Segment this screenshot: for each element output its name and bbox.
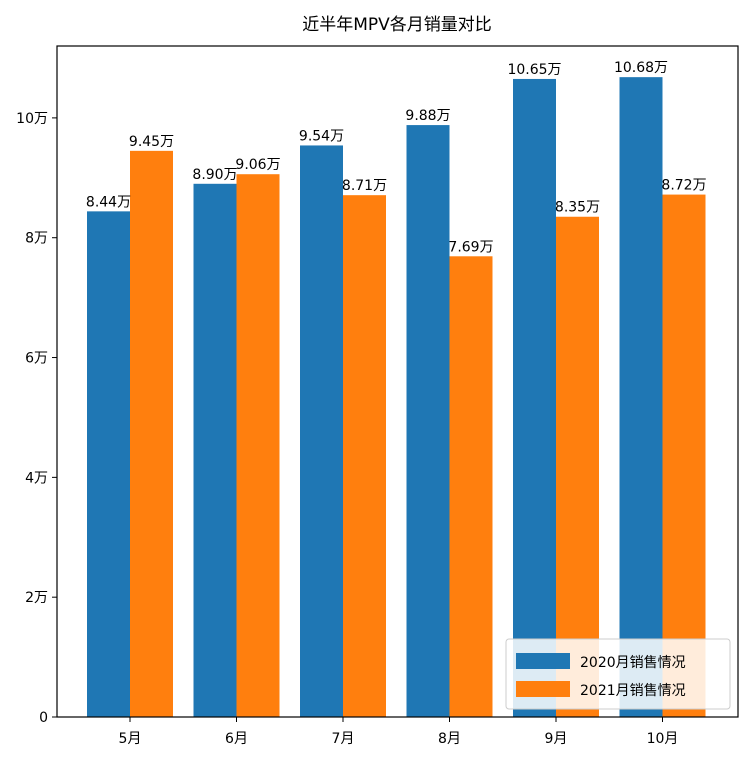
bar-s2-3 bbox=[343, 195, 386, 717]
bar-s2-5 bbox=[556, 216, 599, 717]
data-label-s1-3: 9.54万 bbox=[299, 128, 344, 144]
bars-group bbox=[87, 77, 706, 718]
data-label-s1-2: 8.90万 bbox=[192, 167, 237, 183]
legend-swatch-1 bbox=[516, 653, 570, 669]
bar-s2-6 bbox=[662, 194, 706, 718]
data-label-s1-1: 8.44万 bbox=[86, 194, 131, 210]
bar-s1-4 bbox=[406, 125, 450, 717]
x-tick-label-1: 5月 bbox=[119, 731, 142, 747]
y-tick-label-1: 0 bbox=[39, 710, 48, 726]
bar-s1-2 bbox=[193, 183, 237, 717]
chart-title: 近半年MPV各月销量对比 bbox=[302, 15, 492, 35]
x-tick-label-3: 7月 bbox=[332, 731, 355, 747]
bar-s1-5 bbox=[513, 78, 556, 718]
y-tick-label-3: 4万 bbox=[25, 470, 48, 486]
x-tick-label-6: 10月 bbox=[647, 731, 679, 747]
x-tick-label-4: 8月 bbox=[438, 731, 461, 747]
y-tick-label-2: 2万 bbox=[25, 590, 48, 606]
x-tick-label-2: 6月 bbox=[225, 731, 248, 747]
data-label-s2-4: 7.69万 bbox=[448, 239, 493, 255]
bar-s2-1 bbox=[130, 150, 173, 717]
plot-frame bbox=[56, 45, 739, 718]
data-label-s1-5: 10.65万 bbox=[507, 62, 561, 78]
data-label-s1-4: 9.88万 bbox=[405, 108, 450, 124]
data-label-s2-5: 8.35万 bbox=[555, 200, 600, 216]
data-label-s2-2: 9.06万 bbox=[235, 157, 280, 173]
legend-swatch-2 bbox=[516, 681, 570, 697]
y-tick-label-4: 6万 bbox=[25, 351, 48, 367]
bar-s1-6 bbox=[619, 77, 663, 718]
x-tick-label-5: 9月 bbox=[545, 731, 568, 747]
bar-s1-1 bbox=[87, 211, 130, 717]
y-tick-label-6: 10万 bbox=[16, 111, 48, 127]
bar-s1-3 bbox=[300, 145, 343, 717]
data-label-s2-3: 8.71万 bbox=[342, 178, 387, 194]
y-axis: 0 2万 4万 6万 8万 10万 bbox=[16, 111, 57, 726]
y-tick-label-5: 8万 bbox=[25, 231, 48, 247]
legend-label-1: 2020月销售情况 bbox=[580, 655, 686, 671]
data-label-s2-1: 9.45万 bbox=[129, 134, 174, 150]
data-label-s2-6: 8.72万 bbox=[661, 178, 706, 194]
bar-s2-2 bbox=[236, 174, 280, 717]
legend-label-2: 2021月销售情况 bbox=[580, 683, 686, 699]
x-axis: 5月 6月 7月 8月 9月 10月 bbox=[119, 717, 679, 747]
legend: 2020月销售情况 2021月销售情况 bbox=[505, 638, 731, 710]
data-label-s1-6: 10.68万 bbox=[614, 60, 668, 76]
bar-s2-4 bbox=[449, 256, 493, 717]
